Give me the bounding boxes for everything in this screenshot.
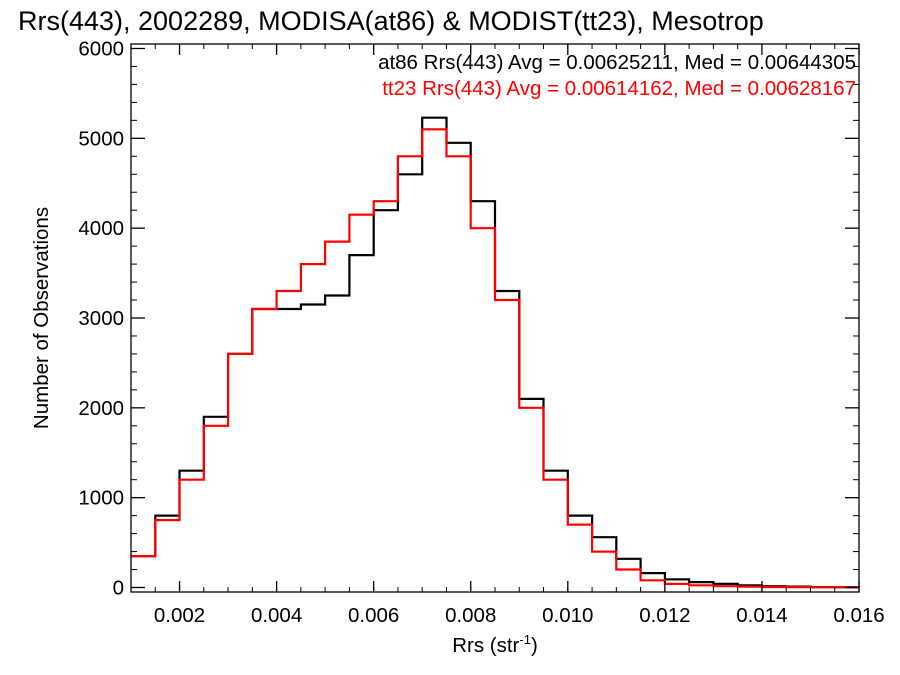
x-axis-label-main: Rrs (str	[452, 634, 519, 657]
x-tick-label: 0.004	[251, 604, 302, 627]
x-axis-label: Rrs (str-1)	[452, 632, 538, 657]
ticks-layer: 0.002 0.004 0.006 0.008 0.010 0.012 0.014 0.016…	[78, 37, 884, 627]
y-tick-label: 0	[113, 577, 124, 600]
y-tick-label: 5000	[78, 127, 124, 150]
y-tick-label: 6000	[78, 37, 124, 60]
x-axis-label-sup: -1	[519, 632, 531, 647]
x-tick-label: 0.012	[639, 604, 690, 627]
y-tick-label: 4000	[78, 217, 124, 240]
x-tick-label: 0.010	[542, 604, 593, 627]
x-tick-label: 0.016	[833, 604, 884, 627]
x-tick-label: 0.006	[348, 604, 399, 627]
annotation-tt23: tt23 Rrs(443) Avg = 0.00614162, Med = 0.…	[382, 77, 856, 100]
y-tick-label: 1000	[78, 487, 124, 510]
y-tick-label: 3000	[78, 307, 124, 330]
y-tick-label: 2000	[78, 397, 124, 420]
y-axis-label: Number of Observations	[30, 207, 53, 429]
x-tick-label: 0.008	[445, 604, 496, 627]
series-line-1	[131, 128, 861, 589]
series-layer	[131, 116, 861, 589]
x-tick-label: 0.014	[736, 604, 787, 627]
x-axis-label-close: )	[531, 634, 538, 657]
annotation-at86: at86 Rrs(443) Avg = 0.00625211, Med = 0.…	[378, 51, 856, 74]
x-tick-label: 0.002	[154, 604, 205, 627]
chart-title: Rrs(443), 2002289, MODISA(at86) & MODIST…	[18, 6, 764, 36]
